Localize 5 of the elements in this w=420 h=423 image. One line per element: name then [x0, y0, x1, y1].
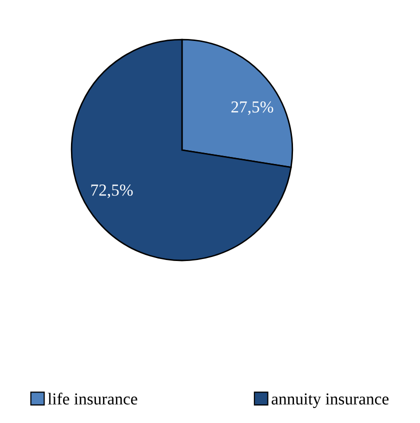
pie-slice [70, 38, 292, 262]
data-label: 72,5% [91, 184, 133, 198]
legend-label: life insurance [48, 392, 138, 405]
data-label: 27,5% [231, 101, 274, 115]
legend-label: annuity insurance [272, 393, 389, 408]
